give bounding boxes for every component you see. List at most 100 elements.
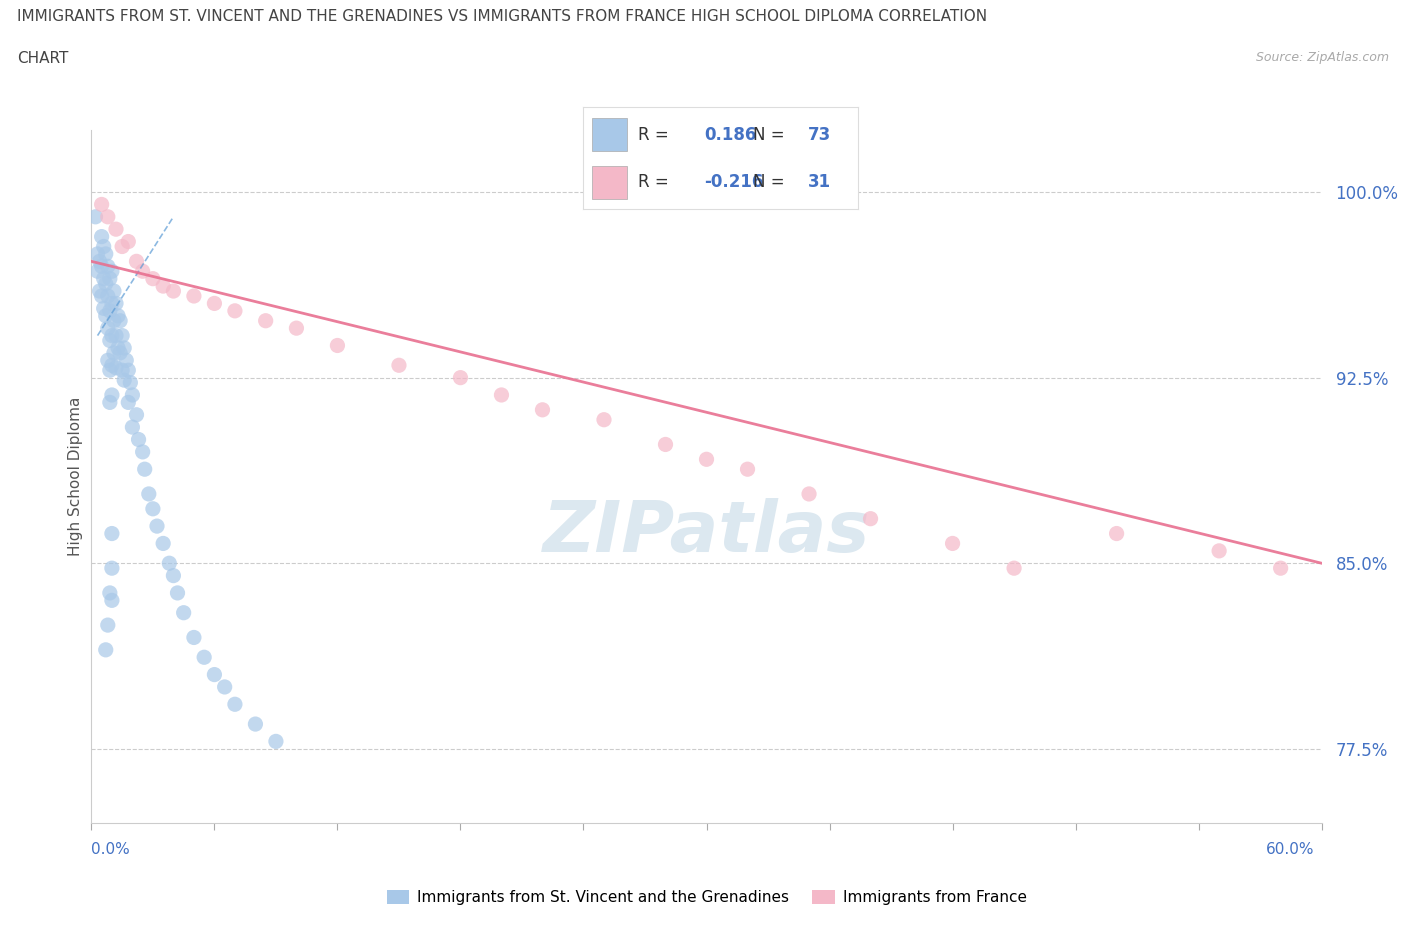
Point (98, 303, 121, 318)
Text: R =: R = (638, 173, 669, 191)
FancyBboxPatch shape (592, 166, 627, 199)
Point (173, 605, 195, 620)
Point (101, 593, 124, 608)
Point (108, 345, 131, 360)
Point (202, 296, 225, 311)
Text: CHART: CHART (17, 51, 69, 66)
Point (93, 301, 115, 316)
Point (117, 363, 139, 378)
Point (97, 288, 120, 303)
Point (89, 254, 111, 269)
Point (125, 407, 148, 422)
Point (98, 395, 121, 410)
Point (98, 363, 121, 378)
Point (101, 358, 124, 373)
Point (86, 246, 108, 261)
Text: R =: R = (638, 126, 669, 143)
Point (94, 246, 117, 261)
Point (285, 321, 308, 336)
Point (1002, 561, 1025, 576)
Point (166, 586, 188, 601)
Point (254, 313, 277, 328)
Point (98, 586, 121, 601)
Point (142, 272, 165, 286)
Point (157, 556, 180, 571)
Point (111, 363, 134, 378)
Point (105, 221, 127, 236)
Point (183, 630, 205, 644)
Point (224, 303, 246, 318)
Point (193, 650, 215, 665)
Point (90, 229, 112, 244)
Point (1105, 526, 1128, 541)
Point (101, 328, 124, 343)
Text: 0.186: 0.186 (704, 126, 756, 143)
Point (112, 340, 135, 355)
Point (94, 643, 117, 658)
Point (125, 254, 148, 269)
Point (111, 328, 134, 343)
Point (593, 412, 616, 427)
Point (103, 345, 125, 360)
Point (101, 264, 124, 279)
Text: 31: 31 (808, 173, 831, 191)
Point (1270, 561, 1292, 576)
Point (97, 209, 120, 224)
Text: ZIPatlas: ZIPatlas (543, 498, 870, 566)
Point (202, 667, 225, 682)
Legend: Immigrants from St. Vincent and the Grenadines, Immigrants from France: Immigrants from St. Vincent and the Gren… (387, 890, 1026, 906)
Point (97, 259, 120, 273)
Point (101, 561, 124, 576)
Point (214, 680, 236, 695)
Point (859, 512, 882, 526)
Text: -0.216: -0.216 (704, 173, 763, 191)
Point (138, 486, 160, 501)
Point (942, 536, 965, 551)
Point (491, 388, 513, 403)
Point (103, 284, 125, 299)
Point (97, 618, 120, 632)
Point (152, 279, 174, 294)
Point (245, 717, 267, 732)
FancyBboxPatch shape (592, 118, 627, 151)
Point (120, 375, 142, 390)
Point (112, 373, 135, 388)
Point (89, 284, 111, 299)
Point (107, 309, 129, 324)
Text: 0.0%: 0.0% (91, 842, 131, 857)
Point (117, 395, 139, 410)
Point (90, 197, 112, 212)
Text: IMMIGRANTS FROM ST. VINCENT AND THE GRENADINES VS IMMIGRANTS FROM FRANCE HIGH SC: IMMIGRANTS FROM ST. VINCENT AND THE GREN… (17, 9, 987, 24)
Point (142, 501, 165, 516)
Point (103, 313, 125, 328)
Point (90, 259, 112, 273)
Point (531, 403, 554, 418)
Point (152, 536, 174, 551)
Point (93, 239, 115, 254)
Point (131, 445, 153, 459)
Point (93, 272, 115, 286)
Text: N =: N = (754, 126, 785, 143)
Point (90, 288, 112, 303)
Text: 60.0%: 60.0% (1267, 842, 1315, 857)
Point (162, 284, 184, 299)
Point (264, 734, 287, 749)
Point (121, 388, 143, 403)
Point (97, 321, 120, 336)
Point (162, 568, 184, 583)
Y-axis label: High School Diploma: High School Diploma (67, 397, 83, 556)
Point (654, 437, 676, 452)
Point (105, 296, 127, 311)
Point (101, 388, 124, 403)
Point (115, 352, 138, 367)
Point (146, 519, 169, 534)
Text: Source: ZipAtlas.com: Source: ZipAtlas.com (1256, 51, 1389, 64)
Point (224, 697, 246, 711)
Point (101, 526, 124, 541)
Point (797, 486, 820, 501)
Point (326, 338, 349, 352)
Point (98, 272, 121, 286)
Point (134, 462, 156, 477)
Text: N =: N = (754, 173, 785, 191)
Point (449, 370, 471, 385)
